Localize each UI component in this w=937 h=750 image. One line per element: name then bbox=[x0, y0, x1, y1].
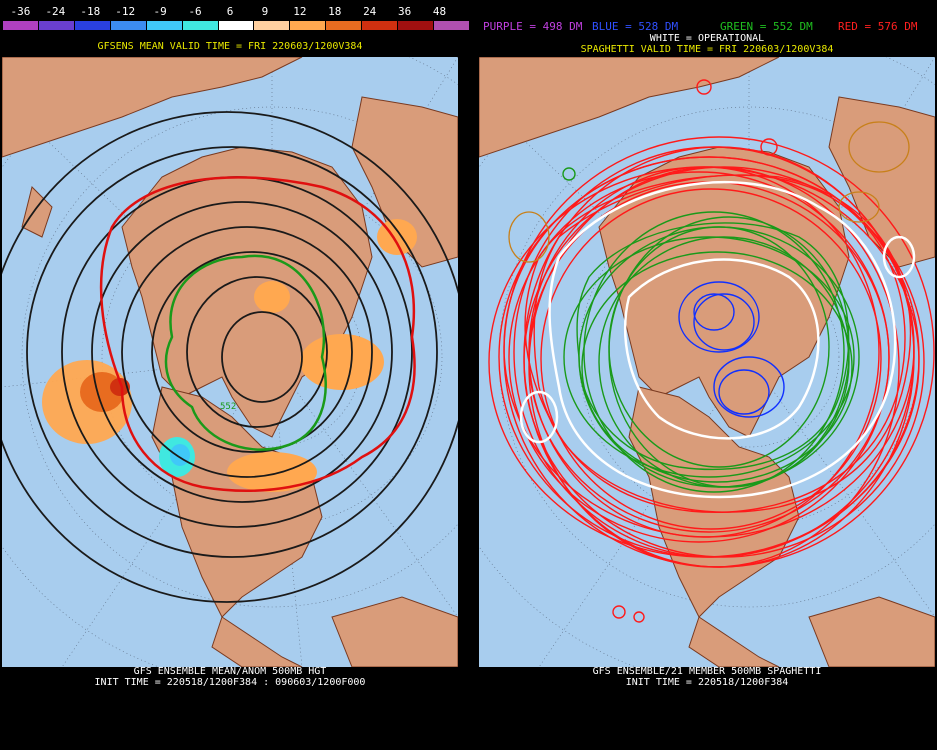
colorbar-swatch bbox=[3, 21, 39, 30]
legend-green: GREEN = 552 DM bbox=[720, 20, 813, 33]
mean-anomaly-map: 552 bbox=[2, 57, 458, 667]
colorbar-swatch bbox=[74, 21, 111, 30]
colorbar-swatch bbox=[38, 21, 75, 30]
eurasia-north bbox=[479, 57, 780, 158]
red-576-members bbox=[488, 79, 935, 623]
south-america bbox=[331, 596, 458, 667]
mean-footer-title: GFS ENSEMBLE MEAN/ANOM 500MB HGT bbox=[133, 666, 327, 677]
mean-valid-time-header: GFSENS MEAN VALID TIME = FRI 220603/1200… bbox=[97, 41, 363, 52]
colorbar-swatch bbox=[434, 21, 470, 30]
mean-height-contours bbox=[2, 111, 458, 603]
colorbar-label: 6 bbox=[226, 5, 234, 18]
colorbar-label: 12 bbox=[293, 5, 307, 18]
greenland bbox=[351, 96, 458, 268]
blue-528-members bbox=[678, 281, 785, 418]
spaghetti-panel: PURPLE = 498 DM BLUE = 528 DM GREEN = 55… bbox=[477, 0, 937, 750]
central-america bbox=[688, 616, 780, 667]
colorbar-label: 24 bbox=[363, 5, 377, 18]
legend-blue: BLUE = 528 DM bbox=[592, 20, 679, 33]
red-576-contour bbox=[99, 176, 416, 492]
central-america bbox=[211, 616, 303, 667]
mean-footer-init-time: INIT TIME = 220518/1200F384 : 090603/120… bbox=[94, 677, 366, 688]
colorbar-swatch bbox=[398, 21, 435, 30]
landmasses bbox=[2, 57, 458, 667]
colorbar-label: 9 bbox=[261, 5, 269, 18]
colorbar-label: -18 bbox=[80, 5, 101, 18]
spaghetti-map bbox=[479, 57, 935, 667]
green-552-contour bbox=[164, 254, 327, 451]
colorbar-label: -24 bbox=[45, 5, 66, 18]
landmasses bbox=[479, 57, 935, 667]
colorbar-label: -9 bbox=[153, 5, 167, 18]
operational-contours bbox=[519, 180, 916, 499]
eurasia-north bbox=[2, 57, 303, 158]
colorbar-label: 36 bbox=[397, 5, 412, 18]
contour-label-552: 552 bbox=[220, 402, 236, 412]
colorbar-labels: -36 -24 -18 -12 -9 -6 6 9 12 18 24 36 48 bbox=[3, 5, 457, 19]
ensemble-mean-panel: -36 -24 -18 -12 -9 -6 6 9 12 18 24 36 48 GFSENS MEAN… bbox=[0, 0, 470, 750]
colorbar-swatch bbox=[218, 21, 255, 30]
legend-purple: PURPLE = 498 DM bbox=[483, 20, 583, 33]
spaghetti-footer-title: GFS ENSEMBLE/21 MEMBER 500MB SPAGHETTI bbox=[592, 666, 822, 677]
japan bbox=[21, 186, 53, 238]
spaghetti-map-svg bbox=[479, 57, 935, 667]
colorbar-swatch bbox=[326, 21, 363, 30]
colorbar-label: -12 bbox=[115, 5, 136, 18]
colorbar-swatch bbox=[146, 21, 183, 30]
green-552-members bbox=[562, 167, 860, 493]
orange-members bbox=[508, 121, 910, 263]
spaghetti-footer-init-time: INIT TIME = 220518/1200F384 bbox=[625, 677, 789, 688]
colorbar-swatch bbox=[362, 21, 399, 30]
colorbar-swatch bbox=[110, 21, 147, 30]
colorbar-label: -6 bbox=[188, 5, 202, 18]
colorbar-swatch bbox=[290, 21, 327, 30]
colorbar-label: -36 bbox=[10, 5, 31, 18]
colorbar-swatch bbox=[182, 21, 219, 30]
anomaly-colorbar bbox=[3, 21, 470, 30]
spaghetti-valid-time-header: SPAGHETTI VALID TIME = FRI 220603/1200V3… bbox=[580, 44, 834, 55]
colorbar-label: 18 bbox=[328, 5, 342, 18]
colorbar-label: 48 bbox=[432, 5, 447, 18]
operational-note: WHITE = OPERATIONAL bbox=[649, 33, 765, 44]
south-america bbox=[808, 596, 935, 667]
legend-red: RED = 576 DM bbox=[838, 20, 918, 33]
mean-map-svg: 552 bbox=[2, 57, 458, 667]
colorbar-swatch bbox=[254, 21, 291, 30]
